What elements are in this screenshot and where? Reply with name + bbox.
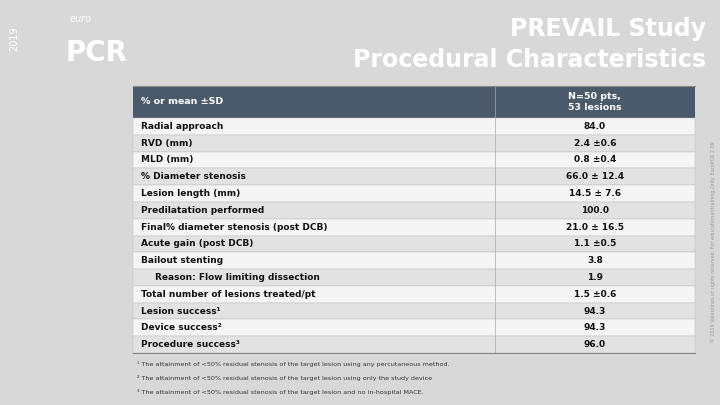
Text: % Diameter stenosis: % Diameter stenosis <box>141 172 246 181</box>
Text: Radial approach: Radial approach <box>141 122 223 131</box>
Bar <box>133 320 695 336</box>
Text: Total number of lesions treated/pt: Total number of lesions treated/pt <box>141 290 315 299</box>
Text: Lesion length (mm): Lesion length (mm) <box>141 189 240 198</box>
Text: Lesion success¹: Lesion success¹ <box>141 307 220 315</box>
Bar <box>133 286 695 303</box>
Text: Bailout stenting: Bailout stenting <box>141 256 223 265</box>
Text: Final% diameter stenosis (post DCB): Final% diameter stenosis (post DCB) <box>141 223 328 232</box>
Bar <box>133 185 695 202</box>
Text: RVD (mm): RVD (mm) <box>141 139 192 148</box>
Text: 96.0: 96.0 <box>584 340 606 349</box>
Text: 3.8: 3.8 <box>587 256 603 265</box>
Text: 14.5 ± 7.6: 14.5 ± 7.6 <box>569 189 621 198</box>
Text: Device success²: Device success² <box>141 323 222 333</box>
Text: % or mean ±SD: % or mean ±SD <box>141 98 223 107</box>
Text: 1.1 ±0.5: 1.1 ±0.5 <box>574 239 616 248</box>
Text: PREVAIL Study: PREVAIL Study <box>510 17 706 41</box>
Text: 84.0: 84.0 <box>584 122 606 131</box>
Text: 100.0: 100.0 <box>581 206 609 215</box>
Text: 2019: 2019 <box>9 27 19 51</box>
Text: MLD (mm): MLD (mm) <box>141 156 194 164</box>
Text: 1.5 ±0.6: 1.5 ±0.6 <box>574 290 616 299</box>
Bar <box>133 235 695 252</box>
Bar <box>133 151 695 168</box>
Text: ¹ The attainment of <50% residual stenosis of the target lesion using any percut: ¹ The attainment of <50% residual stenos… <box>137 361 449 367</box>
Text: Reason: Flow limiting dissection: Reason: Flow limiting dissection <box>155 273 320 282</box>
Bar <box>133 202 695 219</box>
Text: 21.0 ± 16.5: 21.0 ± 16.5 <box>566 223 624 232</box>
Bar <box>133 303 695 320</box>
Bar <box>133 336 695 353</box>
Text: 0.8 ±0.4: 0.8 ±0.4 <box>574 156 616 164</box>
Text: Acute gain (post DCB): Acute gain (post DCB) <box>141 239 253 248</box>
Text: © 2019 Valentines of rights reserved. For educational/training Only. EuroPCR 2.0: © 2019 Valentines of rights reserved. Fo… <box>710 141 716 342</box>
Text: 94.3: 94.3 <box>584 307 606 315</box>
Bar <box>133 269 695 286</box>
Text: Procedural Characteristics: Procedural Characteristics <box>353 48 706 72</box>
Text: Procedure success³: Procedure success³ <box>141 340 240 349</box>
Text: 66.0 ± 12.4: 66.0 ± 12.4 <box>566 172 624 181</box>
Bar <box>133 219 695 235</box>
Bar <box>133 135 695 151</box>
Text: 94.3: 94.3 <box>584 323 606 333</box>
Bar <box>133 86 695 118</box>
Bar <box>133 252 695 269</box>
Text: PCR: PCR <box>66 39 128 67</box>
Text: 1.9: 1.9 <box>587 273 603 282</box>
Bar <box>133 118 695 135</box>
Text: Predilatation performed: Predilatation performed <box>141 206 264 215</box>
Text: 2.4 ±0.6: 2.4 ±0.6 <box>574 139 616 148</box>
Text: ² The attainment of <50% residual stenosis of the target lesion using only the s: ² The attainment of <50% residual stenos… <box>137 375 432 381</box>
Bar <box>133 168 695 185</box>
Text: N=50 pts,
53 lesions: N=50 pts, 53 lesions <box>568 92 622 112</box>
Text: ³ The attainment of <50% residual stenosis of the target lesion and no in-hospit: ³ The attainment of <50% residual stenos… <box>137 389 423 395</box>
Text: euro: euro <box>70 15 91 24</box>
